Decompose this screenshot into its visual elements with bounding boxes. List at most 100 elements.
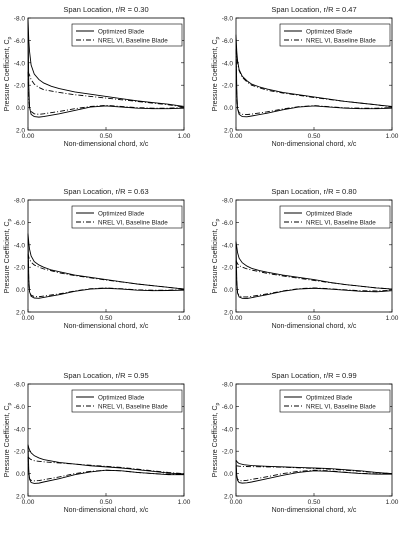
legend-label: Optimized Blade <box>306 28 353 35</box>
series-line-baseline-pressure <box>235 49 393 115</box>
y-tick-label: 0.0 <box>16 105 25 112</box>
legend-label: Optimized Blade <box>306 394 353 401</box>
y-tick-label: -6.0 <box>14 38 26 45</box>
legend-label: NREL VI, Baseline Blade <box>306 219 376 226</box>
legend-label: Optimized Blade <box>98 394 145 401</box>
chart-title: Span Location, r/R = 0.47 <box>271 5 356 14</box>
legend-label: NREL VI, Baseline Blade <box>98 37 168 44</box>
y-tick-label: -2.0 <box>222 265 234 272</box>
chart-panel-4: Span Location, r/R = 0.80 -8.0 -6.0 -4.0 -2.… <box>212 187 399 330</box>
x-tick-label: 1.00 <box>386 133 399 140</box>
x-tick-label: 1.00 <box>178 315 191 322</box>
legend: Optimized Blade NREL VI, Baseline Blade <box>71 389 183 413</box>
y-tick-label: 2.0 <box>16 494 25 501</box>
series-line-baseline-suction <box>27 253 185 290</box>
y-tick-label: 0.0 <box>224 105 233 112</box>
series-line-optimized-pressure <box>27 444 184 484</box>
legend-label: Optimized Blade <box>98 28 145 35</box>
x-tick-label: 0.00 <box>22 499 35 506</box>
legend-label: NREL VI, Baseline Blade <box>306 37 376 44</box>
chart-panel-5: Span Location, r/R = 0.95 -8.0 -6.0 -4.0 -2.… <box>4 371 191 514</box>
y-tick-label: 0.0 <box>16 287 25 294</box>
y-axis-label: Pressure Coefficient, Cp <box>212 218 221 293</box>
chart-title: Span Location, r/R = 0.95 <box>63 371 148 380</box>
chart-panel-1: Span Location, r/R = 0.30 -8.0 -6.0 -4.0 -2.… <box>4 5 191 148</box>
series-line-baseline-suction <box>235 260 393 290</box>
y-tick-label: -4.0 <box>14 242 26 249</box>
series-line-optimized-pressure <box>27 17 185 118</box>
x-axis-label: Non-dimensional chord, x/c <box>64 507 149 514</box>
x-tick-label: 0.50 <box>100 315 113 322</box>
x-tick-label: 0.50 <box>308 499 321 506</box>
chart-panel-3: Span Location, r/R = 0.63 -8.0 -6.0 -4.0 -2.… <box>4 187 191 330</box>
y-tick-label: 2.0 <box>16 128 25 135</box>
y-tick-label: -4.0 <box>14 60 26 67</box>
y-axis-label: Pressure Coefficient, Cp <box>4 402 13 477</box>
x-axis-label: Non-dimensional chord, x/c <box>272 141 357 148</box>
y-tick-label: -6.0 <box>222 38 234 45</box>
legend-label: NREL VI, Baseline Blade <box>98 403 168 410</box>
series-line-baseline-pressure <box>235 260 393 298</box>
y-tick-label: -4.0 <box>222 60 234 67</box>
x-tick-label: 0.00 <box>22 133 35 140</box>
y-axis-label: Pressure Coefficient, Cp <box>4 218 13 293</box>
legend: Optimized Blade NREL VI, Baseline Blade <box>279 205 391 229</box>
legend-box <box>279 23 391 47</box>
y-tick-label: 2.0 <box>224 128 233 135</box>
y-tick-label: -8.0 <box>14 16 26 23</box>
x-tick-label: 1.00 <box>386 315 399 322</box>
series-line-baseline-suction <box>235 49 393 108</box>
series-line-baseline-suction <box>27 71 185 108</box>
x-axis-label: Non-dimensional chord, x/c <box>64 323 149 330</box>
y-tick-label: -8.0 <box>222 382 234 389</box>
y-tick-label: -4.0 <box>14 426 26 433</box>
series-line-baseline-pressure <box>27 71 185 115</box>
chart-title: Span Location, r/R = 0.99 <box>271 371 356 380</box>
x-tick-label: 0.50 <box>100 499 113 506</box>
x-tick-label: 0.00 <box>230 499 243 506</box>
series-line-optimized-suction <box>235 459 393 475</box>
legend-label: Optimized Blade <box>98 210 145 217</box>
y-tick-label: 0.0 <box>224 471 233 478</box>
x-tick-label: 0.00 <box>22 315 35 322</box>
y-tick-label: 0.0 <box>16 471 25 478</box>
legend-box <box>279 389 391 413</box>
series-line-baseline-suction <box>27 456 185 475</box>
x-tick-label: 0.00 <box>230 315 243 322</box>
legend: Optimized Blade NREL VI, Baseline Blade <box>279 389 391 413</box>
y-tick-label: -2.0 <box>222 83 234 90</box>
legend-label: NREL VI, Baseline Blade <box>98 219 168 226</box>
y-tick-label: -6.0 <box>14 404 26 411</box>
legend: Optimized Blade NREL VI, Baseline Blade <box>71 205 183 229</box>
legend: Optimized Blade NREL VI, Baseline Blade <box>71 23 183 47</box>
x-tick-label: 0.50 <box>308 315 321 322</box>
legend-box <box>71 205 183 229</box>
y-tick-label: -6.0 <box>14 220 26 227</box>
legend-box <box>71 23 183 47</box>
y-axis-label: Pressure Coefficient, Cp <box>212 36 221 111</box>
chart-panel-2: Span Location, r/R = 0.47 -8.0 -6.0 -4.0 -2.… <box>212 5 399 148</box>
y-tick-label: -8.0 <box>14 198 26 205</box>
legend-box <box>71 389 183 413</box>
y-tick-label: -4.0 <box>222 242 234 249</box>
chart-title: Span Location, r/R = 0.30 <box>63 5 148 14</box>
x-tick-label: 1.00 <box>178 499 191 506</box>
y-tick-label: -2.0 <box>222 449 234 456</box>
y-tick-label: -8.0 <box>222 16 234 23</box>
x-tick-label: 1.00 <box>386 499 399 506</box>
y-tick-label: -2.0 <box>14 83 26 90</box>
chart-panel-6: Span Location, r/R = 0.99 -8.0 -6.0 -4.0 -2.… <box>212 371 399 514</box>
x-tick-label: 1.00 <box>178 133 191 140</box>
y-tick-label: 2.0 <box>224 310 233 317</box>
series-line-optimized-suction <box>235 241 393 290</box>
x-tick-label: 0.50 <box>100 133 113 140</box>
y-axis-label: Pressure Coefficient, Cp <box>212 402 221 477</box>
legend: Optimized Blade NREL VI, Baseline Blade <box>279 23 391 47</box>
x-tick-label: 0.00 <box>230 133 243 140</box>
y-tick-label: -4.0 <box>222 426 234 433</box>
y-tick-label: -8.0 <box>14 382 26 389</box>
chart-title: Span Location, r/R = 0.80 <box>271 187 356 196</box>
y-tick-label: -2.0 <box>14 449 26 456</box>
series-line-baseline-pressure <box>235 465 392 482</box>
